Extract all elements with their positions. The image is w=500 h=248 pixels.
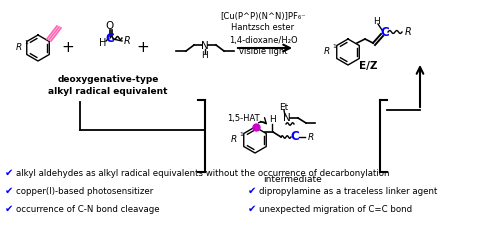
Text: R: R	[124, 36, 131, 46]
Text: 1: 1	[240, 131, 244, 136]
Text: R: R	[324, 48, 330, 57]
Text: Et: Et	[280, 102, 288, 112]
Text: 1: 1	[332, 43, 336, 49]
Text: 1,5-HAT: 1,5-HAT	[227, 114, 260, 123]
Text: deoxygenative-type: deoxygenative-type	[58, 75, 158, 85]
Text: ✔: ✔	[5, 168, 14, 178]
Text: ✔: ✔	[248, 186, 256, 196]
Text: [Cu(P^P)(N^N)]PF₆⁻: [Cu(P^P)(N^N)]PF₆⁻	[220, 11, 306, 21]
Text: occurrence of C-N bond cleavage: occurrence of C-N bond cleavage	[16, 205, 160, 214]
Text: H: H	[202, 51, 208, 60]
Text: copper(I)-based photosensitizer: copper(I)-based photosensitizer	[16, 186, 153, 195]
Text: E/Z: E/Z	[359, 61, 378, 71]
Text: +: +	[136, 40, 149, 56]
Text: H: H	[374, 18, 380, 27]
Text: alkyl radical equivalent: alkyl radical equivalent	[48, 87, 168, 95]
Text: R: R	[405, 27, 412, 37]
Text: ✔: ✔	[248, 204, 256, 214]
Text: visible light: visible light	[239, 48, 287, 57]
Text: R: R	[16, 43, 22, 53]
Text: C: C	[290, 130, 300, 144]
Text: 1: 1	[24, 39, 28, 44]
Text: R: R	[231, 135, 237, 145]
Text: Hantzsch ester: Hantzsch ester	[232, 23, 294, 31]
Text: +: +	[62, 40, 74, 56]
Text: alkyl aldehydes as alkyl radical equivalents without the occurrence of decarbony: alkyl aldehydes as alkyl radical equival…	[16, 168, 390, 178]
Text: C: C	[106, 32, 114, 45]
Text: H: H	[100, 38, 106, 48]
Text: ✔: ✔	[5, 204, 14, 214]
Text: dipropylamine as a traceless linker agent: dipropylamine as a traceless linker agen…	[259, 186, 438, 195]
Text: ✔: ✔	[5, 186, 14, 196]
Text: N: N	[201, 41, 209, 51]
Text: unexpected migration of C=C bond: unexpected migration of C=C bond	[259, 205, 412, 214]
Text: N: N	[283, 113, 291, 123]
Text: R: R	[308, 132, 314, 142]
Text: 1,4-dioxane/H₂O: 1,4-dioxane/H₂O	[228, 35, 298, 44]
Text: intermediate: intermediate	[263, 176, 322, 185]
Text: C: C	[380, 26, 390, 38]
Text: O: O	[106, 21, 114, 31]
Text: H: H	[268, 116, 276, 124]
